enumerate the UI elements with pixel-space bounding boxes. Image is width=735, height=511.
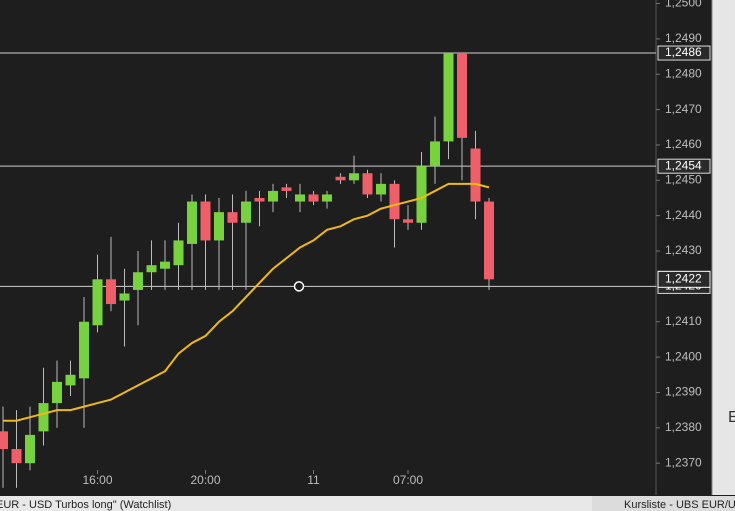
side-panel	[712, 0, 735, 495]
candle-body	[308, 194, 319, 202]
candle-body	[200, 201, 211, 241]
candle-body	[79, 321, 89, 379]
candle-body	[254, 198, 265, 202]
candle-body	[376, 183, 386, 195]
y-tick-label: 1,2480	[665, 66, 702, 80]
candle-body	[416, 166, 427, 223]
y-tick-label: 1,2440	[665, 208, 702, 222]
x-tick-label: 16:00	[82, 473, 112, 487]
last-price-box	[657, 270, 711, 288]
crosshair-marker	[293, 281, 305, 292]
candle-body	[52, 381, 62, 404]
y-tick-label: 1,2390	[665, 385, 702, 399]
candle-body	[65, 374, 76, 386]
tab-bar	[0, 496, 735, 511]
candle-body	[335, 176, 346, 181]
candle-body	[160, 261, 170, 269]
candle-body	[38, 403, 49, 432]
candle-body	[119, 293, 130, 301]
candle-body	[484, 201, 494, 280]
level-label-box	[657, 45, 711, 61]
y-tick-label: 1,2470	[665, 102, 702, 116]
candle-body	[241, 201, 251, 223]
y-tick-label: 1,2380	[665, 420, 702, 434]
candle-body	[389, 183, 400, 220]
moving-average	[3, 182, 490, 422]
y-tick-label: 1,2400	[665, 349, 702, 363]
candle-body	[322, 194, 332, 202]
y-tick-label: 1,2410	[665, 314, 702, 328]
y-tick-label: 1,2450	[665, 172, 702, 186]
candle-body	[362, 173, 373, 195]
tab[interactable]: EUR - USD Turbos long" (Watchlist)	[0, 499, 171, 511]
candle-body	[281, 187, 292, 191]
candle-body	[349, 173, 359, 181]
candle-body	[268, 190, 278, 202]
y-tick-label: 1,2460	[665, 137, 702, 151]
candle-body	[187, 201, 197, 244]
y-tick-label: 1,2370	[665, 455, 702, 469]
candle-body	[25, 434, 35, 464]
candle-body	[0, 431, 8, 450]
candle-body	[133, 272, 143, 290]
candle-body	[146, 265, 157, 273]
level-label-box	[657, 158, 711, 174]
y-tick-label: 1,2430	[665, 243, 702, 257]
candle-body	[443, 53, 454, 142]
candle-body	[92, 279, 103, 326]
y-tick-label: 1,2500	[665, 0, 702, 10]
candle-body	[470, 148, 481, 202]
level-label: 1,2486	[665, 45, 702, 59]
level-label: 1,2454	[665, 158, 702, 172]
candle-body	[295, 194, 305, 202]
candle-body	[457, 53, 467, 138]
candle-body	[173, 240, 184, 266]
x-tick-label: 07:00	[393, 473, 423, 487]
tab[interactable]: Kursliste - UBS EUR/US	[624, 499, 735, 511]
x-tick-label: 11	[307, 473, 320, 487]
last-price-label: 1,2422	[665, 271, 702, 285]
candle-body	[403, 219, 413, 223]
side-panel-text: E	[728, 409, 735, 426]
tab-bg	[592, 496, 735, 511]
candle-body	[430, 141, 440, 167]
candle-body	[227, 212, 238, 223]
y-tick-label: 1,2490	[665, 31, 702, 45]
candle-body	[214, 212, 224, 241]
candle-body	[11, 449, 22, 464]
x-tick-label: 20:00	[190, 473, 220, 487]
candle-body	[106, 279, 116, 305]
